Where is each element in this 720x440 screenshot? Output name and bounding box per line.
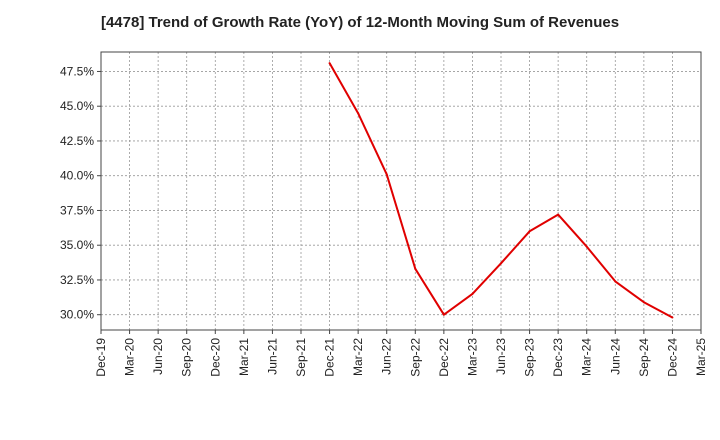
x-tick-label: Dec-20 xyxy=(208,338,222,377)
x-tick-label: Sep-21 xyxy=(294,338,308,377)
x-tick-label: Jun-21 xyxy=(265,338,279,375)
x-tick-label: Mar-25 xyxy=(694,338,708,376)
x-tick-label: Sep-22 xyxy=(408,338,422,377)
x-tick-label: Jun-20 xyxy=(151,338,165,375)
x-tick-label: Jun-22 xyxy=(380,338,394,375)
data-point xyxy=(557,213,560,216)
x-tick-label: Sep-23 xyxy=(523,338,537,377)
y-tick-label: 37.5% xyxy=(60,203,94,217)
y-tick-label: 47.5% xyxy=(60,64,94,78)
data-point xyxy=(500,262,502,265)
y-tick-label: 32.5% xyxy=(60,273,94,287)
y-tick-label: 30.0% xyxy=(60,308,94,322)
chart-title: [4478] Trend of Growth Rate (YoY) of 12-… xyxy=(100,14,620,31)
x-tick-label: Mar-24 xyxy=(580,338,594,376)
data-point xyxy=(642,301,645,304)
x-tick-label: Mar-21 xyxy=(237,338,251,376)
data-point xyxy=(614,280,617,283)
x-tick-label: Dec-23 xyxy=(551,338,565,377)
x-tick-label: Mar-22 xyxy=(351,338,365,376)
x-tick-label: Dec-22 xyxy=(437,338,451,377)
x-tick-label: Sep-20 xyxy=(180,338,194,377)
grid-layer xyxy=(101,52,701,330)
x-tick-label: Sep-24 xyxy=(637,338,651,377)
data-point xyxy=(528,230,531,233)
series-layer xyxy=(328,62,674,319)
x-tick-label: Dec-19 xyxy=(94,338,108,377)
y-tick-label: 45.0% xyxy=(60,99,94,113)
data-point xyxy=(414,267,417,270)
x-tick-label: Dec-21 xyxy=(323,338,337,377)
x-tick-label: Jun-24 xyxy=(608,338,622,375)
data-point xyxy=(357,112,360,115)
data-point xyxy=(471,292,474,295)
y-tick-label: 42.5% xyxy=(60,134,94,148)
data-point xyxy=(328,62,331,65)
x-tick-label: Mar-20 xyxy=(123,338,137,376)
axis-layer: Dec-19 Mar-20 Jun-20 Sep-20 Dec-20 Mar-21 Jun-… xyxy=(60,51,708,377)
data-point xyxy=(671,316,674,319)
data-point xyxy=(385,173,388,176)
x-tick-label: Jun-23 xyxy=(494,338,508,375)
y-tick-label: 40.0% xyxy=(60,169,94,183)
data-point xyxy=(442,313,445,316)
x-tick-label: Dec-24 xyxy=(665,338,679,377)
y-tick-label: 35.0% xyxy=(60,238,94,252)
data-point xyxy=(585,245,588,248)
x-tick-label: Mar-23 xyxy=(465,338,479,376)
plot-frame xyxy=(100,51,702,331)
